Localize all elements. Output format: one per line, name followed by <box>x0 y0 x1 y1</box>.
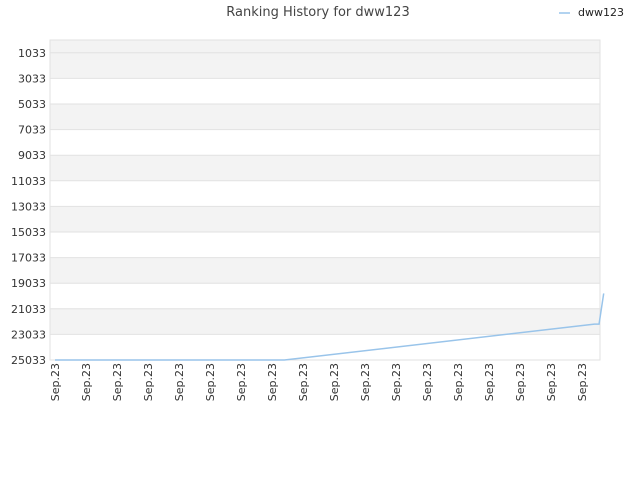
x-tick-label: Sep.23 <box>545 363 558 401</box>
grid-bands <box>50 40 600 360</box>
y-tick-label: 17033 <box>11 252 46 265</box>
x-tick-label: Sep.23 <box>142 363 155 401</box>
grid-band <box>50 257 600 284</box>
grid-band <box>50 129 600 156</box>
x-tick-label: Sep.23 <box>421 363 434 401</box>
series-layer <box>55 293 605 361</box>
x-axis: Sep.23 Sep.23 Sep.23 Sep.23 Sep.23 Sep.23 Sep.… <box>49 363 589 401</box>
x-tick-label: Sep.23 <box>297 363 310 401</box>
x-tick-label: Sep.23 <box>359 363 372 401</box>
grid-band <box>50 104 600 130</box>
y-tick-label: 21033 <box>11 303 46 316</box>
grid-band <box>50 283 600 309</box>
grid-band <box>50 206 600 232</box>
grid-band <box>50 40 600 53</box>
x-tick-label: Sep.23 <box>204 363 217 401</box>
grid-band <box>50 232 600 258</box>
grid-band <box>50 155 600 181</box>
y-tick-label: 23033 <box>11 328 46 341</box>
y-tick-label: 7033 <box>18 124 46 137</box>
x-tick-label: Sep.23 <box>80 363 93 401</box>
grid-band <box>50 308 600 335</box>
y-tick-label: 5033 <box>18 98 46 111</box>
x-tick-label: Sep.23 <box>235 363 248 401</box>
y-tick-label: 15033 <box>11 226 46 239</box>
y-axis: 1033 3033 5033 7033 9033 11033 13033 15033 17033… <box>11 47 46 367</box>
grid-band <box>50 180 600 207</box>
grid-band <box>50 78 600 104</box>
x-tick-label: Sep.23 <box>576 363 589 401</box>
x-tick-label: Sep.23 <box>390 363 403 401</box>
grid-band <box>50 52 600 79</box>
legend: dww123 <box>559 6 624 19</box>
grid-band <box>50 334 600 360</box>
legend-label: dww123 <box>578 6 624 19</box>
x-tick-label: Sep.23 <box>111 363 124 401</box>
y-tick-label: 1033 <box>18 47 46 60</box>
y-tick-label: 13033 <box>11 200 46 213</box>
x-tick-label: Sep.23 <box>266 363 279 401</box>
series-line <box>55 293 605 361</box>
y-tick-label: 9033 <box>18 149 46 162</box>
plot-frame <box>49 39 601 361</box>
y-tick-label: 3033 <box>18 72 46 85</box>
y-tick-label: 19033 <box>11 277 46 290</box>
x-tick-label: Sep.23 <box>173 363 186 401</box>
x-tick-label: Sep.23 <box>514 363 527 401</box>
x-tick-label: Sep.23 <box>452 363 465 401</box>
y-tick-label: 25033 <box>11 354 46 367</box>
x-tick-label: Sep.23 <box>49 363 62 401</box>
chart-title: Ranking History for dww123 <box>226 5 409 20</box>
x-tick-label: Sep.23 <box>328 363 341 401</box>
x-tick-label: Sep.23 <box>483 363 496 401</box>
y-tick-label: 11033 <box>11 175 46 188</box>
